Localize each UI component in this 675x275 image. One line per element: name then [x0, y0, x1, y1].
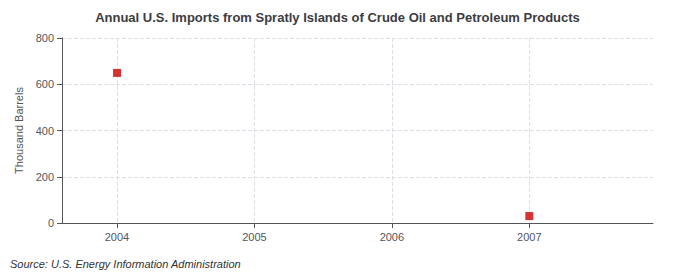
svg-text:0: 0 — [48, 217, 54, 229]
svg-text:600: 600 — [36, 78, 54, 90]
svg-text:2007: 2007 — [517, 231, 541, 243]
svg-text:Thousand Barrels: Thousand Barrels — [13, 87, 25, 174]
svg-text:200: 200 — [36, 171, 54, 183]
svg-text:2005: 2005 — [242, 231, 266, 243]
svg-text:2006: 2006 — [380, 231, 404, 243]
svg-text:Source: U.S. Energy Informatio: Source: U.S. Energy Information Administ… — [10, 258, 241, 270]
svg-text:2004: 2004 — [105, 231, 129, 243]
svg-text:400: 400 — [36, 125, 54, 137]
svg-text:800: 800 — [36, 32, 54, 44]
svg-text:Annual U.S. Imports from Sprat: Annual U.S. Imports from Spratly Islands… — [95, 10, 580, 25]
